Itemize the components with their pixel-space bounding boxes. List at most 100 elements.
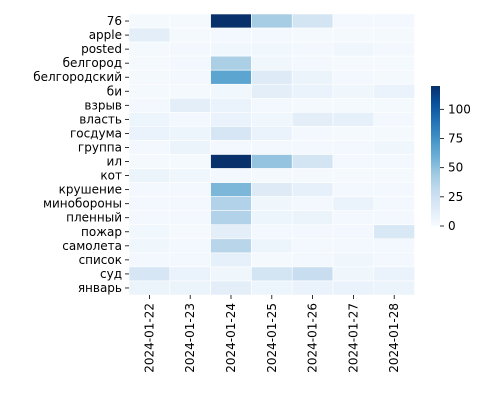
heatmap-cell bbox=[210, 83, 252, 99]
heatmap-cell bbox=[169, 224, 211, 240]
heatmap-cell bbox=[291, 224, 334, 240]
y-tick-label: крушение bbox=[59, 183, 122, 197]
heatmap-cell bbox=[332, 224, 375, 240]
heatmap-cell bbox=[210, 27, 252, 43]
heatmap-cell bbox=[210, 252, 252, 268]
y-tick-label: минобороны bbox=[43, 197, 122, 211]
heatmap-cell bbox=[291, 154, 334, 169]
y-tick-label: пленный bbox=[66, 211, 122, 225]
heatmap-cell bbox=[291, 196, 334, 211]
heatmap-cell bbox=[332, 252, 375, 268]
heatmap-cell bbox=[169, 196, 211, 211]
x-tick-label: 2024-01-26 bbox=[306, 303, 320, 373]
colorbar-tick-label: 25 bbox=[448, 190, 463, 204]
heatmap-cell bbox=[210, 140, 252, 155]
heatmap-cell bbox=[373, 210, 415, 226]
heatmap-cell bbox=[373, 252, 415, 268]
heatmap-cell bbox=[291, 83, 334, 99]
colorbar: 0 25 50 75 100 bbox=[431, 86, 471, 233]
x-tick-label: 2024-01-25 bbox=[265, 303, 279, 373]
heatmap-cell bbox=[373, 238, 415, 254]
heatmap-cell bbox=[291, 55, 334, 71]
heatmap-cell bbox=[128, 98, 171, 113]
heatmap-cell bbox=[373, 140, 415, 155]
heatmap-cell bbox=[373, 69, 415, 85]
y-tick-label: posted bbox=[81, 42, 122, 56]
heatmap-cell bbox=[291, 238, 334, 254]
heatmap-cell bbox=[373, 280, 415, 296]
heatmap-cell bbox=[291, 27, 334, 43]
heatmap-cell bbox=[128, 55, 171, 71]
heatmap-cell bbox=[128, 83, 171, 99]
heatmap-cell bbox=[373, 55, 415, 71]
heatmap-cell bbox=[291, 252, 334, 268]
colorbar-ticks: 0 25 50 75 100 bbox=[440, 102, 471, 233]
heatmap-cell bbox=[210, 41, 252, 57]
colorbar-tick-label: 75 bbox=[448, 132, 463, 146]
heatmap-cell bbox=[291, 41, 334, 57]
heatmap-cell bbox=[169, 83, 211, 99]
heatmap-cell bbox=[332, 126, 375, 141]
heatmap-cell bbox=[210, 69, 252, 85]
heatmap-cell bbox=[251, 266, 293, 282]
x-tick-label: 2024-01-22 bbox=[142, 303, 156, 373]
heatmap-cell bbox=[291, 98, 334, 113]
heatmap-cell bbox=[169, 266, 211, 282]
heatmap-cell bbox=[373, 224, 415, 240]
y-tick-label: 76 bbox=[107, 14, 122, 28]
heatmap-cell bbox=[373, 41, 415, 57]
heatmap-cell bbox=[332, 154, 375, 169]
y-tick-label: самолета bbox=[62, 239, 122, 253]
heatmap-cell bbox=[128, 238, 171, 254]
heatmap-cell bbox=[373, 182, 415, 197]
heatmap-cell bbox=[169, 210, 211, 226]
heatmap-cell bbox=[169, 252, 211, 268]
heatmap-cell bbox=[169, 13, 211, 29]
heatmap-cell bbox=[128, 266, 171, 282]
heatmap-cell bbox=[373, 98, 415, 113]
heatmap-cell bbox=[332, 83, 375, 99]
heatmap-cell bbox=[291, 13, 334, 29]
heatmap-cell bbox=[210, 112, 252, 127]
heatmap-cell bbox=[332, 238, 375, 254]
heatmap-cell bbox=[210, 13, 252, 29]
heatmap-cell bbox=[251, 280, 293, 296]
heatmap-cell bbox=[332, 112, 375, 127]
heatmap-cell bbox=[332, 69, 375, 85]
heatmap-cell bbox=[251, 83, 293, 99]
y-tick-label: госдума bbox=[70, 126, 122, 140]
heatmap-cell bbox=[128, 210, 171, 226]
heatmap-cell bbox=[373, 13, 415, 29]
heatmap-cell bbox=[210, 196, 252, 211]
heatmap-cell bbox=[210, 238, 252, 254]
heatmap-cell bbox=[373, 27, 415, 43]
heatmap-cell bbox=[210, 98, 252, 113]
x-tick-label: 2024-01-28 bbox=[387, 303, 401, 373]
colorbar-gradient bbox=[431, 86, 440, 226]
heatmap-cell bbox=[169, 168, 211, 183]
x-axis-labels: 2024-01-22 2024-01-23 2024-01-24 2024-01-25… bbox=[142, 295, 401, 373]
heatmap-cell bbox=[210, 210, 252, 226]
heatmap-cell bbox=[373, 266, 415, 282]
heatmap-cell bbox=[251, 112, 293, 127]
heatmap-cell bbox=[169, 98, 211, 113]
heatmap-cell bbox=[291, 69, 334, 85]
heatmap-cell bbox=[373, 126, 415, 141]
heatmap-cell bbox=[251, 41, 293, 57]
heatmap-cell bbox=[210, 182, 252, 197]
heatmap-cell bbox=[169, 69, 211, 85]
heatmap-cell bbox=[373, 83, 415, 99]
heatmap-cell bbox=[251, 55, 293, 71]
heatmap-cell bbox=[332, 168, 375, 183]
heatmap-cell bbox=[128, 112, 171, 127]
heatmap-cell bbox=[251, 98, 293, 113]
heatmap-cell bbox=[251, 27, 293, 43]
heatmap-cell bbox=[210, 168, 252, 183]
heatmap-cell bbox=[128, 280, 171, 296]
colorbar-tick-label: 100 bbox=[448, 102, 471, 116]
heatmap-cell bbox=[251, 252, 293, 268]
heatmap-cell bbox=[128, 154, 171, 169]
heatmap-cell bbox=[128, 13, 171, 29]
heatmap-cell bbox=[291, 280, 334, 296]
